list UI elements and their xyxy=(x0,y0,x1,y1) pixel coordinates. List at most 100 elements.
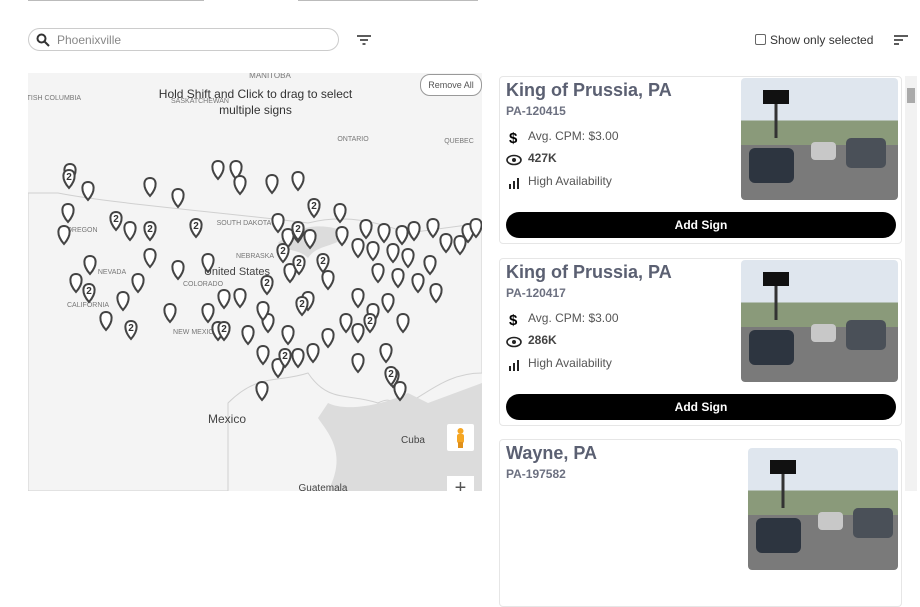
map-pin xyxy=(265,173,279,195)
listing-availability: High Availability xyxy=(528,174,612,188)
map-pin xyxy=(363,312,377,334)
map-pin xyxy=(211,159,225,181)
cluster-marker: 2 xyxy=(292,254,306,276)
map-label: NEBRASKA xyxy=(236,253,274,260)
map-pin xyxy=(229,159,243,181)
map-pin xyxy=(61,202,75,224)
gulf xyxy=(318,383,482,491)
map-label: ONTARIO xyxy=(337,136,369,143)
search-icon xyxy=(36,33,50,47)
map-pin xyxy=(291,220,305,242)
cluster-marker: 2 xyxy=(278,347,292,369)
listing-title: King of Prussia, PA xyxy=(506,262,672,282)
cluster-count: 2 xyxy=(86,286,92,297)
land xyxy=(28,73,482,491)
map-label: NEW MEXICO xyxy=(173,329,219,336)
map-pin xyxy=(453,234,467,256)
add-sign-button[interactable]: Add Sign xyxy=(506,212,896,238)
map-pin xyxy=(469,217,482,239)
cluster-marker: 2 xyxy=(260,274,274,296)
map-pin xyxy=(333,202,347,224)
map-pin xyxy=(143,176,157,198)
map-pin xyxy=(307,197,321,219)
map-pin xyxy=(291,347,305,369)
icon-cpm: $ xyxy=(506,130,522,147)
cluster-count: 2 xyxy=(221,324,227,335)
map[interactable]: MANITOBA BRITISH COLUMBIA SASKATCHEWAN ONTA… xyxy=(28,73,482,491)
map-pin xyxy=(201,302,215,324)
map-pin xyxy=(292,254,306,276)
map-pin xyxy=(99,310,113,332)
cluster-count: 2 xyxy=(128,323,134,334)
map-pin xyxy=(426,217,440,239)
sort-icon[interactable] xyxy=(893,34,909,46)
map-pin xyxy=(256,344,270,366)
remove-all-button[interactable]: Remove All xyxy=(420,74,482,96)
map-pin xyxy=(407,220,421,242)
map-label: Cuba xyxy=(401,435,425,446)
zoom-in[interactable]: + xyxy=(447,476,474,491)
cluster-marker: 2 xyxy=(62,168,76,190)
map-pin xyxy=(260,274,274,296)
filter-icon[interactable] xyxy=(356,34,372,46)
icon-cpm: $ xyxy=(506,312,522,329)
map-pin xyxy=(163,302,177,324)
cluster-count: 2 xyxy=(299,299,305,310)
map-pin xyxy=(143,247,157,269)
checkbox[interactable] xyxy=(755,34,766,45)
map-pin xyxy=(271,212,285,234)
cluster-marker: 2 xyxy=(109,210,123,232)
map-pin xyxy=(411,272,425,294)
search-box[interactable]: Phoenixville xyxy=(28,28,339,51)
scroll-thumb xyxy=(907,88,915,103)
map-pin xyxy=(241,324,255,346)
map-pin xyxy=(57,224,71,246)
map-pin xyxy=(201,252,215,274)
listing-image xyxy=(741,78,898,200)
svg-text:$: $ xyxy=(509,312,518,328)
map-pin xyxy=(255,380,269,402)
listing-card[interactable]: King of Prussia, PA PA-120415 $ Avg. CPM: $… xyxy=(499,76,902,244)
map-pin xyxy=(271,357,285,379)
map-pin xyxy=(171,259,185,281)
checkbox-label: Show only selected xyxy=(770,33,874,47)
cluster-marker: 2 xyxy=(276,242,290,264)
map-pin xyxy=(303,228,317,250)
cluster-count: 2 xyxy=(264,278,270,289)
map-label: Mexico xyxy=(208,412,246,426)
map-pin xyxy=(351,352,365,374)
search-placeholder: Phoenixville xyxy=(57,33,122,47)
svg-text:$: $ xyxy=(509,130,518,146)
map-label: MANITOBA xyxy=(249,73,291,80)
map-pin xyxy=(351,287,365,309)
cluster-marker: 2 xyxy=(384,365,398,387)
map-pin xyxy=(366,240,380,262)
listing-card[interactable]: King of Prussia, PA PA-120417 $ Avg. CPM: $… xyxy=(499,258,902,426)
map-pin xyxy=(116,290,130,312)
street-view[interactable] xyxy=(447,424,474,451)
map-pin xyxy=(395,224,409,246)
page: Phoenixville Show only selected MANITOBA… xyxy=(28,0,917,607)
map-pin xyxy=(306,342,320,364)
tab-line xyxy=(28,0,204,1)
listing-id: PA-197582 xyxy=(506,467,566,481)
map-pin xyxy=(429,282,443,304)
map-label: QUEBEC xyxy=(444,138,474,145)
cluster-marker: 2 xyxy=(189,217,203,239)
map-pin xyxy=(143,220,157,242)
cluster-marker: 2 xyxy=(295,295,309,317)
add-sign-button[interactable]: Add Sign xyxy=(506,394,896,420)
cluster-count: 2 xyxy=(113,214,119,225)
map-label: CALIFORNIA xyxy=(67,302,109,309)
cluster-marker: 2 xyxy=(143,220,157,242)
cluster-marker: 2 xyxy=(217,320,231,342)
listing-image xyxy=(741,260,898,382)
listing-title: King of Prussia, PA xyxy=(506,80,672,100)
cluster-marker: 2 xyxy=(307,197,321,219)
cluster-marker: 2 xyxy=(82,282,96,304)
listing-impressions: 427K xyxy=(528,151,557,165)
map-pin xyxy=(386,242,400,264)
listing-card[interactable]: Wayne, PA PA-197582 xyxy=(499,439,902,607)
map-pin xyxy=(321,327,335,349)
map-pin xyxy=(256,300,270,322)
